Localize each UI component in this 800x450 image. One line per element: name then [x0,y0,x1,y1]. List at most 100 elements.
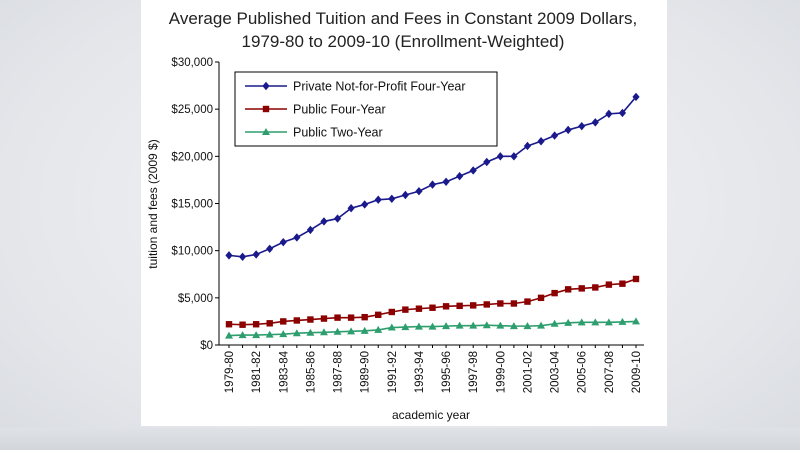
data-point-private-four-year [578,121,586,131]
chart-panel: Average Published Tuition and Fees in Co… [141,0,667,426]
data-point-public-two-year [632,317,640,325]
data-point-public-two-year [618,317,627,325]
data-point-private-four-year [238,252,247,261]
data-point-public-four-year [564,286,572,293]
data-point-private-four-year [496,152,504,161]
data-point-private-four-year [510,152,518,161]
legend-label-public-two-year: Public Two-Year [293,126,383,140]
data-point-private-four-year [401,190,409,200]
data-point-public-four-year [307,316,314,323]
data-point-public-two-year [319,328,328,336]
data-point-public-two-year [577,318,586,326]
data-point-private-four-year [306,225,314,235]
data-point-public-two-year [523,322,532,330]
data-point-public-four-year [225,321,233,328]
x-tick-label: 1993-94 [414,350,426,393]
x-tick-label: 1981-82 [251,351,263,393]
y-tick-label: $0 [200,340,213,352]
data-point-public-two-year [333,327,342,335]
data-point-public-four-year [266,320,273,327]
data-point-public-four-year [415,305,423,312]
data-point-public-four-year [429,304,436,311]
x-tick-label: 2007-08 [604,351,616,393]
data-point-public-four-year [524,298,531,305]
data-point-private-four-year [347,204,355,213]
x-tick-label: 1987-88 [333,351,345,393]
y-tick-label: $30,000 [171,57,213,69]
x-tick-label: 1989-90 [360,351,372,393]
data-point-private-four-year [537,137,545,146]
data-point-public-two-year [360,326,369,334]
data-point-public-two-year [564,318,573,326]
data-point-public-four-year [510,300,518,307]
data-point-public-four-year [280,318,287,325]
data-point-public-two-year [292,329,301,337]
data-point-private-four-year [591,118,599,127]
data-point-public-two-year [455,321,464,329]
data-point-public-four-year [497,300,504,307]
slide-bottom-bar [0,428,800,450]
data-point-private-four-year [415,187,423,196]
data-point-private-four-year [388,194,396,203]
data-point-public-two-year [238,331,247,339]
data-point-public-four-year [456,302,463,310]
x-tick-label: 2005-06 [577,351,589,393]
legend-marker-public-four-year [262,105,270,113]
chart-title-line-2: 1979-80 to 2009-10 (Enrollment-Weighted) [242,32,565,51]
data-point-private-four-year [279,237,287,247]
y-tick-label: $5,000 [178,293,213,305]
data-point-public-four-year [551,289,558,297]
data-point-private-four-year [564,125,572,135]
data-point-public-four-year [605,281,613,288]
data-point-public-two-year [265,330,274,338]
x-axis-label: academic year [392,408,470,422]
data-point-private-four-year [361,200,369,209]
data-point-public-four-year [402,306,409,313]
data-point-private-four-year [632,92,640,102]
data-point-public-two-year [225,331,233,339]
legend-label-public-four-year: Public Four-Year [293,103,386,117]
data-point-public-four-year [239,321,246,328]
data-point-public-four-year [347,314,355,321]
data-point-private-four-year [618,108,627,118]
series-line-public-four-year [228,278,637,326]
x-tick-label: 2009-10 [631,351,643,393]
data-point-private-four-year [252,250,260,259]
data-point-private-four-year [469,166,477,175]
data-point-public-two-year [387,323,396,331]
legend: Private Not-for-Profit Four-Year Public F… [234,71,498,147]
data-point-public-two-year [604,318,613,326]
x-tick-label: 2001-02 [522,351,534,393]
data-point-public-two-year [279,330,288,338]
data-point-private-four-year [333,214,342,223]
x-tick-label: 1991-92 [387,351,399,393]
x-tick-label: 1983-84 [278,350,290,393]
data-point-public-two-year [252,331,261,339]
data-point-public-two-year [374,325,383,333]
data-point-private-four-year [442,177,450,187]
data-point-public-four-year [375,311,382,319]
y-axis-label: tuition and fees (2009 $) [146,139,160,268]
data-point-public-four-year [578,285,585,292]
x-tick-label: 1997-98 [468,351,480,393]
legend-marker-public-two-year [262,128,270,135]
x-tick-label: 1995-96 [441,351,453,393]
data-point-public-two-year [401,323,410,331]
data-point-public-two-year [428,322,437,330]
data-point-public-four-year [320,315,328,322]
data-point-public-four-year [537,294,545,302]
data-point-public-four-year [334,314,341,321]
data-point-private-four-year [320,217,328,226]
data-point-private-four-year [225,251,233,260]
data-point-public-two-year [591,318,600,326]
y-tick-label: $20,000 [171,151,213,163]
data-point-public-two-year [550,319,559,327]
data-point-public-two-year [469,321,478,329]
data-point-public-four-year [361,313,368,321]
chart-title-line-1: Average Published Tuition and Fees in Co… [169,9,637,28]
data-point-private-four-year [266,244,274,253]
data-point-private-four-year [293,233,301,242]
data-point-private-four-year [428,180,437,189]
legend-marker-private-four-year [262,81,270,91]
data-point-private-four-year [551,131,559,140]
